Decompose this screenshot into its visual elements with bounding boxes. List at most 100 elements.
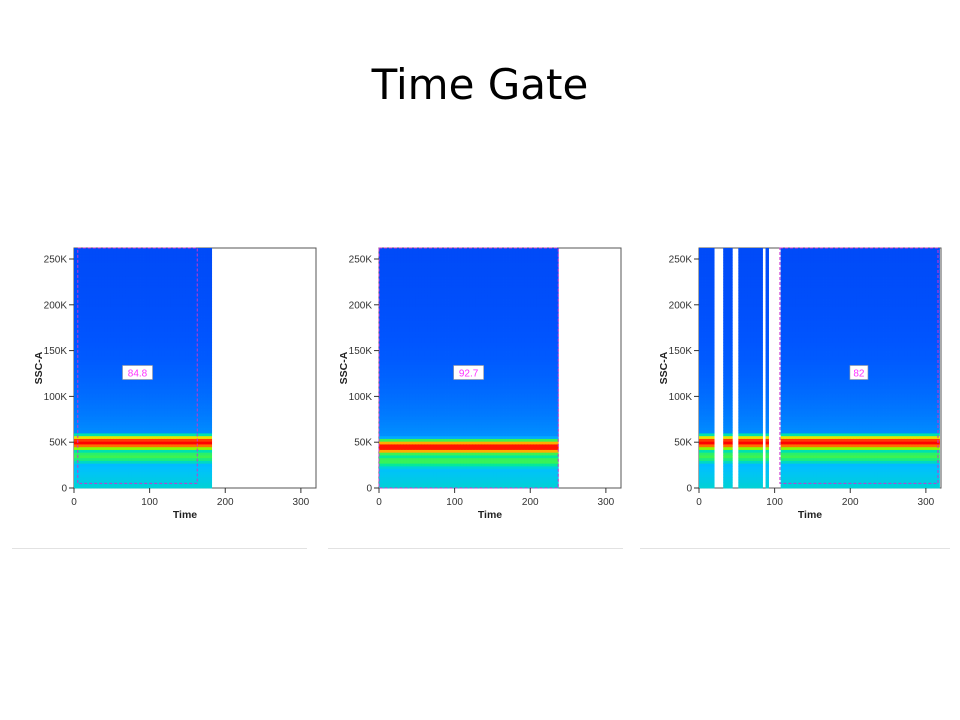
density-cell (74, 325, 78, 330)
density-cell (397, 455, 401, 459)
density-cell (80, 284, 84, 288)
density-cell (110, 435, 114, 439)
density-cell (149, 262, 154, 266)
density-cell (128, 323, 132, 327)
density-cell (170, 367, 175, 371)
density-cell (95, 405, 99, 409)
density-cell (137, 323, 141, 327)
density-cell (379, 273, 383, 277)
density-cell (155, 273, 160, 277)
density-cell (98, 463, 102, 467)
density-cell (388, 364, 392, 368)
density-cell (131, 320, 135, 324)
density-cell (391, 345, 395, 349)
density-cell (161, 485, 166, 489)
density-cell (122, 438, 126, 442)
density-cell (176, 364, 181, 368)
density-cell (110, 358, 114, 362)
density-cell (382, 325, 386, 330)
density-cell (107, 358, 111, 362)
density-cell (140, 273, 144, 277)
density-cell (125, 433, 129, 437)
density-cell (104, 270, 108, 275)
density-cell (116, 441, 120, 445)
density-cell (143, 460, 148, 464)
density-cell (207, 411, 211, 415)
density-cell (170, 306, 175, 310)
density-cell (119, 270, 123, 275)
density-cell (173, 364, 178, 368)
density-cell (155, 268, 160, 272)
density-cell (185, 331, 190, 335)
density-cell (131, 306, 135, 310)
density-cell (161, 427, 166, 431)
density-cell (394, 312, 398, 316)
density-cell (185, 295, 190, 299)
density-cell (152, 405, 157, 409)
density-cell (98, 248, 102, 250)
density-cell (210, 446, 213, 450)
density-cell (170, 317, 175, 321)
density-cell (125, 413, 129, 417)
density-cell (146, 270, 151, 275)
density-cell (101, 391, 105, 395)
density-cell (86, 270, 90, 275)
density-cell (95, 444, 99, 448)
density-cell (188, 265, 193, 269)
density-cell (391, 367, 395, 371)
density-cell (155, 347, 160, 351)
density-cell (382, 413, 386, 417)
density-cell (92, 427, 96, 431)
density-cell (188, 248, 193, 250)
density-cell (198, 466, 202, 470)
density-cell (128, 248, 132, 250)
density-cell (400, 292, 404, 297)
density-cell (143, 281, 148, 286)
density-cell (182, 298, 187, 302)
density-cell (149, 259, 154, 264)
density-cell (92, 336, 96, 341)
density-cell (198, 391, 202, 395)
density-cell (80, 251, 84, 255)
density-cell (391, 323, 395, 327)
density-cell (388, 248, 392, 253)
density-cell (137, 405, 141, 409)
density-cell (182, 430, 187, 434)
density-cell (161, 433, 166, 437)
density-cell (188, 262, 193, 266)
density-cell (74, 281, 78, 286)
density-cell (406, 427, 410, 431)
density-cell (173, 479, 178, 483)
density-cell (77, 468, 81, 472)
density-cell (143, 303, 148, 308)
density-cell (128, 312, 132, 316)
density-cell (182, 460, 187, 464)
density-cell (83, 331, 87, 335)
density-cell (101, 262, 105, 266)
density-cell (391, 356, 395, 360)
density-cell (397, 347, 401, 351)
density-cell (158, 361, 163, 365)
density-cell (110, 298, 114, 302)
density-cell (89, 306, 93, 310)
density-cell (152, 411, 157, 415)
density-cell (204, 345, 208, 349)
density-cell (113, 265, 117, 269)
density-cell (403, 314, 407, 319)
density-cell (179, 369, 184, 373)
density-cell (188, 367, 193, 371)
density-cell (379, 298, 383, 302)
density-cell (198, 268, 202, 272)
density-cell (397, 485, 401, 489)
density-cell (143, 331, 148, 335)
density-cell (195, 424, 199, 428)
density-cell (86, 259, 90, 264)
density-cell (195, 328, 199, 332)
density-cell (92, 292, 96, 297)
density-cell (137, 386, 141, 390)
density-cell (149, 380, 154, 384)
density-cell (179, 468, 184, 472)
density-cell (107, 251, 111, 255)
density-cell (176, 430, 181, 434)
density-cell (152, 292, 157, 297)
